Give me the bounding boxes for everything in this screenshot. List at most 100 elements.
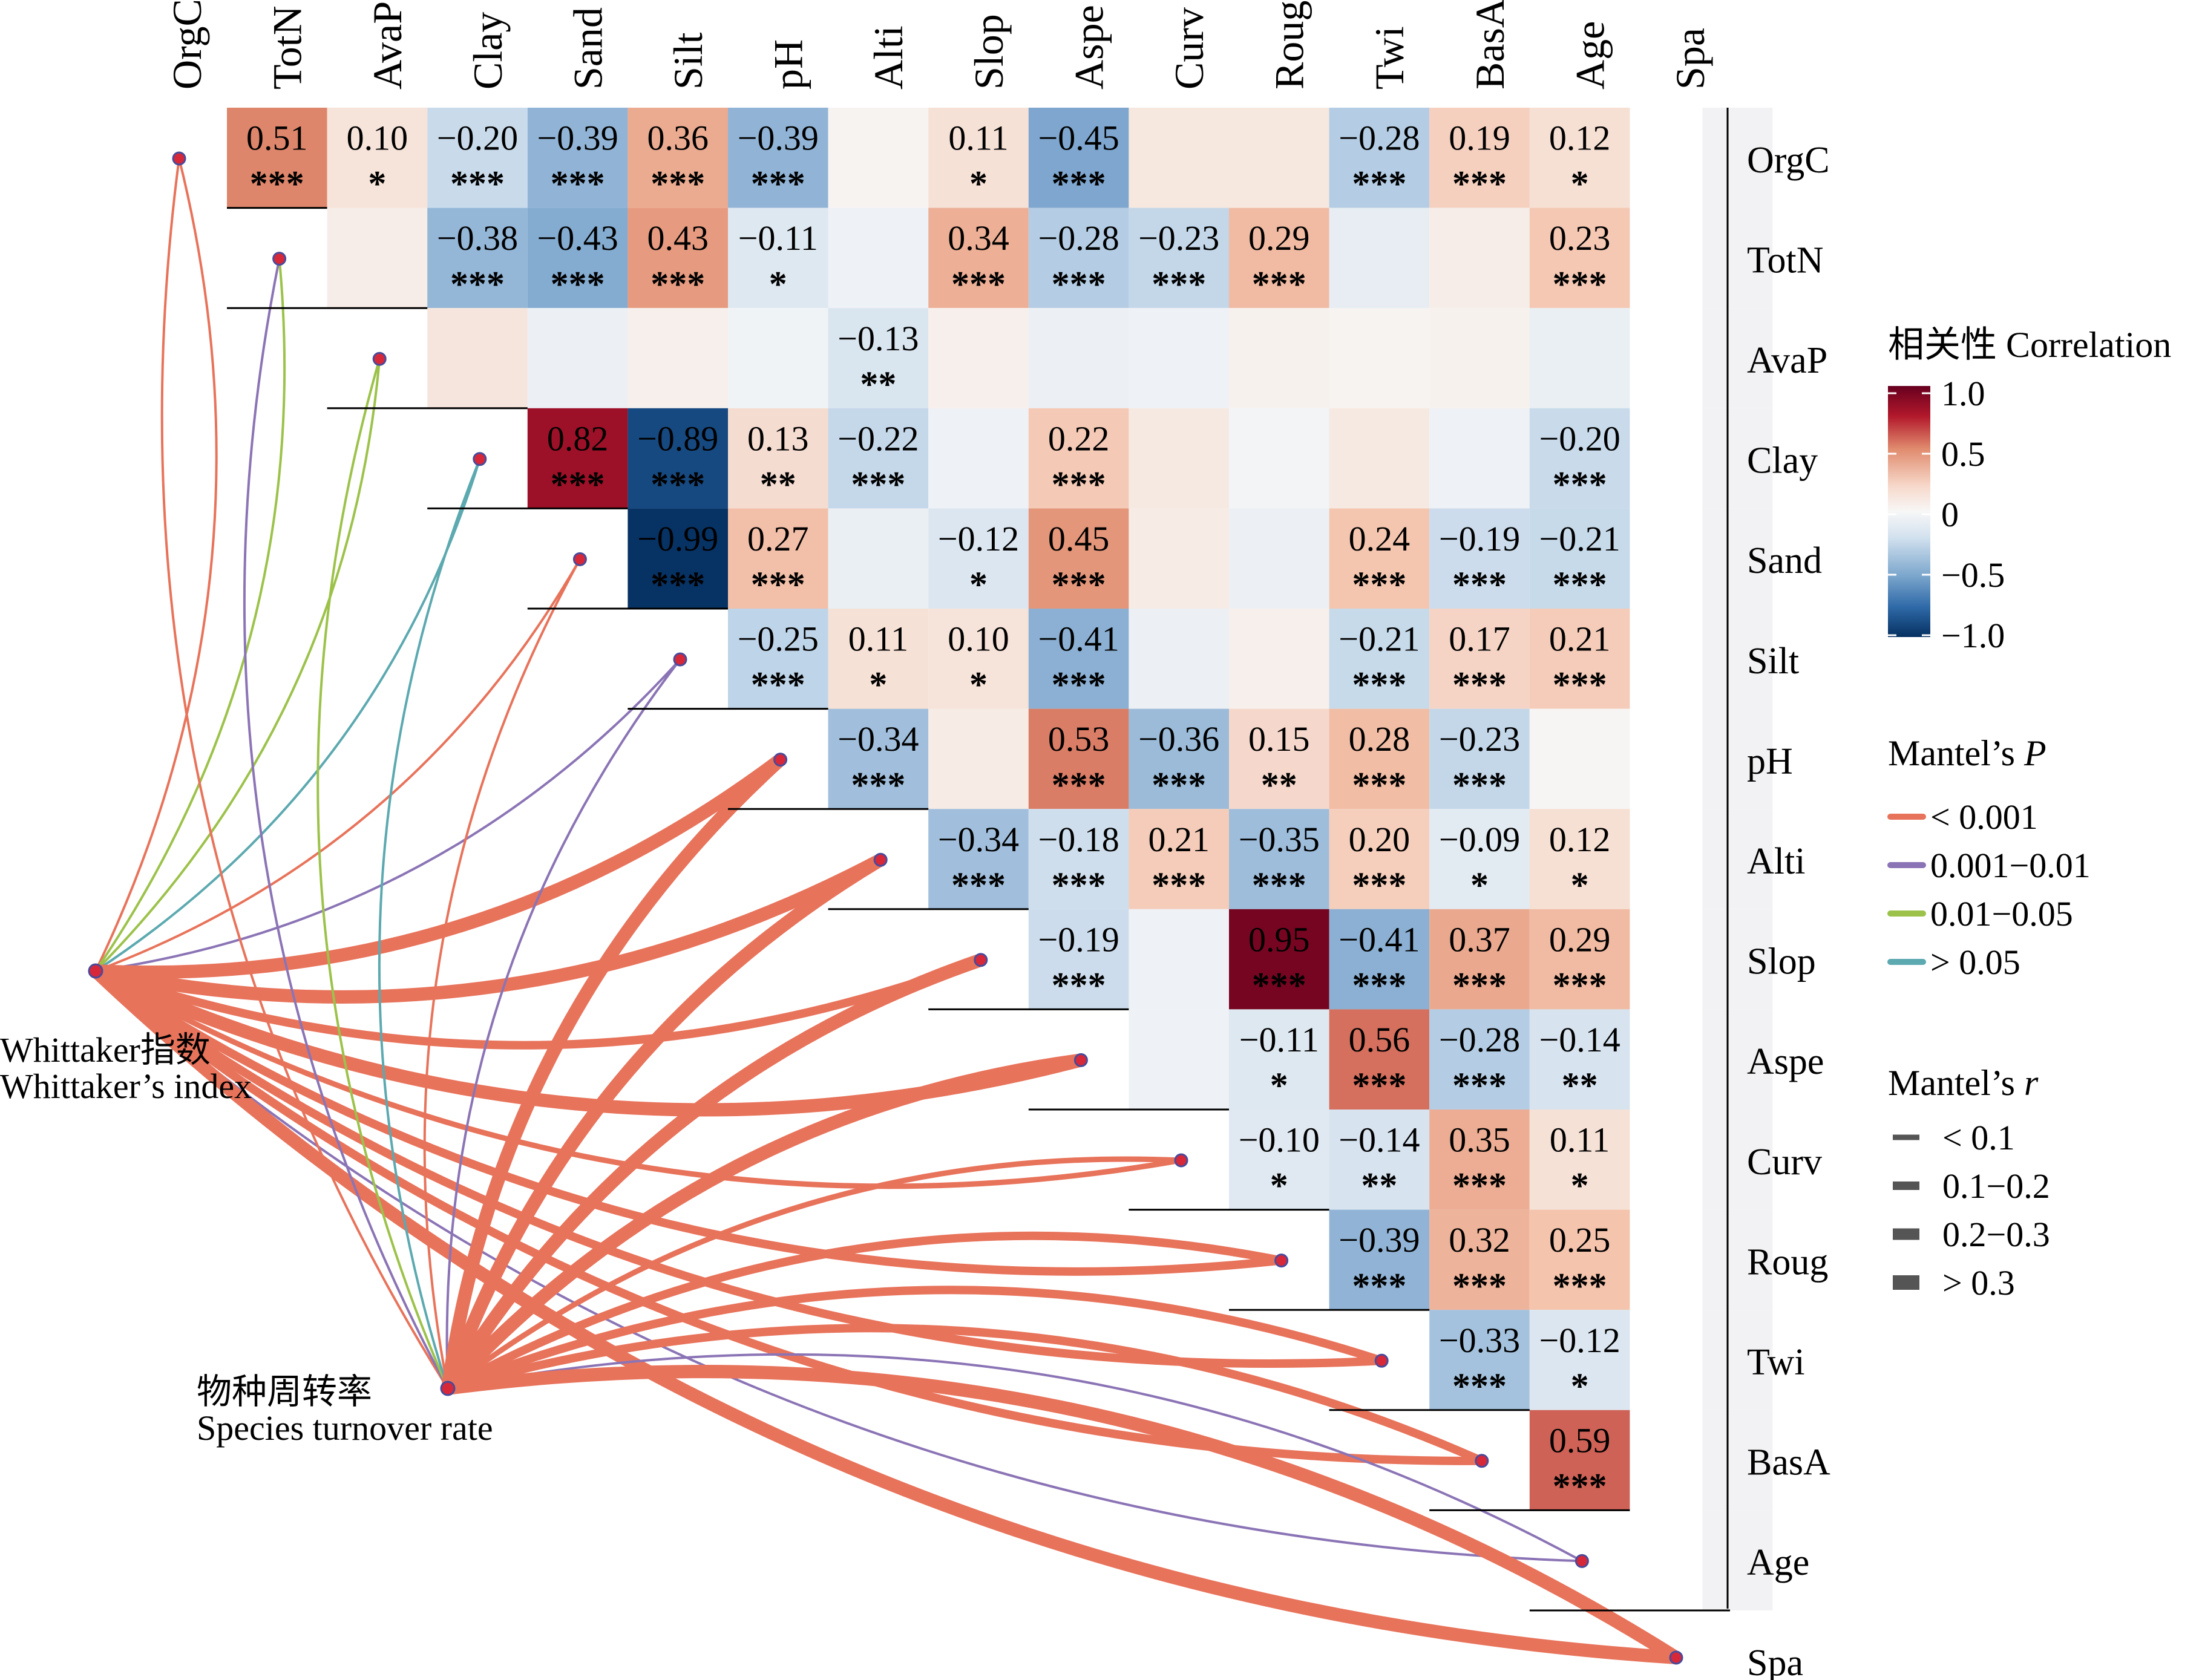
mantel-links [89,157,1683,1664]
cell-value: −0.19 [1038,920,1119,959]
cell-significance: *** [1052,164,1106,204]
heatmap-cell [1028,208,1129,309]
heatmap-cell [1529,708,1630,809]
mantel-link-turnover-aspe [441,1053,1088,1395]
mantel-link-turnover-sand [423,558,582,1390]
heatmap-cell [828,408,929,509]
heatmap-cell [828,108,929,208]
heatmap-cell [728,408,828,509]
column-label-totn: TotN [264,5,310,90]
cell-significance: *** [1152,264,1206,304]
heatmap-cell [1429,408,1530,509]
heatmap-cell [728,108,828,208]
mantel-link-turnover-orgc [160,157,449,1390]
heatmap-cell-spa [1702,1009,1773,1110]
heatmap-cell [1529,208,1630,309]
mantel-link-whittaker-sand [94,558,582,972]
mantel-p-label: 0.01−0.05 [1930,894,2073,933]
axis-labels: OrgC OrgC TotN TotN AvaP AvaP Clay Clay Sand Sand… [164,0,1830,1680]
cell-value: 0.12 [1549,820,1611,859]
row-label-age: Age [1747,1542,1809,1583]
heatmap-cell [628,208,728,309]
cell-significance: *** [1052,765,1106,805]
mantel-node-clay [473,452,487,466]
mantel-node-sand [572,552,587,566]
cell-value: 0.43 [647,218,709,258]
cell-value: −0.39 [537,119,618,158]
heatmap-cell [1429,1110,1530,1210]
colorbar-tick-label: −0.5 [1941,555,2005,595]
row-label-sand: Sand [1747,540,1822,581]
row-label-twi: Twi [1747,1342,1805,1383]
heatmap-cell [1529,609,1630,709]
heatmap-cell [327,208,428,309]
cell-significance: *** [851,465,905,505]
heatmap-cell [1129,208,1229,309]
mantel-link-turnover-ph [441,753,787,1395]
mantel-link-whittaker-spa [89,964,1683,1664]
cell-significance: *** [1352,1065,1406,1105]
heatmap-cell [527,208,628,309]
cell-value: 0.12 [1549,119,1611,158]
cell-significance: * [1470,865,1489,905]
cell-significance: *** [751,665,805,705]
heatmap-cell [1229,909,1329,1010]
heatmap-cell [1129,108,1229,208]
cell-value: −0.34 [938,820,1019,859]
cell-significance: *** [1052,966,1106,1005]
cell-significance: *** [551,164,605,204]
cell-value: −0.23 [1138,218,1219,258]
mantel-p-symbol: P [2023,733,2046,773]
heatmap-cell [1129,308,1229,408]
cell-significance: *** [1352,564,1406,604]
mantel-link-turnover-twi [444,1286,1386,1393]
cell-value: −0.20 [1539,419,1620,458]
cell-value: 0.21 [1148,820,1210,859]
heatmap-cell [1229,809,1329,909]
column-label-sand: Sand [565,7,611,90]
row-label-ph: pH [1747,740,1793,782]
cell-value: 0.13 [747,419,809,458]
cell-value: −0.12 [1539,1321,1620,1360]
column-label-twi: Twi [1366,26,1412,90]
cell-value: 0.10 [948,619,1009,659]
heatmap-cell [1329,1110,1430,1210]
heatmap-cell [928,708,1029,809]
heatmap-cell [527,308,628,408]
cell-significance: *** [1452,765,1507,805]
heatmap-cell-spa [1702,1310,1773,1410]
mantel-link-turnover-age [447,1353,1584,1563]
cell-value: −0.43 [537,218,618,258]
mantel-link-whittaker-silt [94,658,681,972]
legend: 相关性 Correlation 1.0 0.5 0 −0.5 −1.0 Mantel’s P… [1887,325,2171,1302]
heatmap-cell [1028,609,1129,709]
heatmap-cell [1529,1209,1630,1310]
heatmap-cell [1529,809,1630,909]
cell-value: −0.14 [1339,1120,1420,1160]
cell-value: −0.10 [1239,1120,1320,1160]
cell-value: 0.15 [1248,719,1310,759]
mantel-node-silt [673,652,687,667]
heatmap-cell [1229,108,1329,208]
mantel-link-whittaker-clay [94,457,481,972]
cell-value: 0.56 [1349,1020,1411,1059]
mantel-r-legend-title: Mantel’s r [1888,1063,2039,1103]
row-label-aspe: Aspe [1747,1041,1824,1082]
heatmap-cell [1329,1009,1430,1110]
heatmap-cell-spa [1702,408,1773,509]
cell-value: −0.38 [437,218,518,258]
mantel-node-spa [1669,1650,1683,1665]
cell-value: 0.53 [1048,719,1110,759]
mantel-link-turnover-roug [444,1231,1286,1393]
cell-value: 0.29 [1549,920,1611,959]
heatmap-cell [1129,508,1229,609]
heatmap-cell [1229,408,1329,509]
cell-value: 0.25 [1549,1220,1611,1260]
mantel-source-turnover [440,1381,456,1396]
heatmap-cell [1229,208,1329,309]
heatmap-cell [828,508,929,609]
cell-value: 0.37 [1449,920,1510,959]
cell-value: −0.11 [1239,1020,1319,1059]
mantel-link-whittaker-curv [93,968,1184,1189]
